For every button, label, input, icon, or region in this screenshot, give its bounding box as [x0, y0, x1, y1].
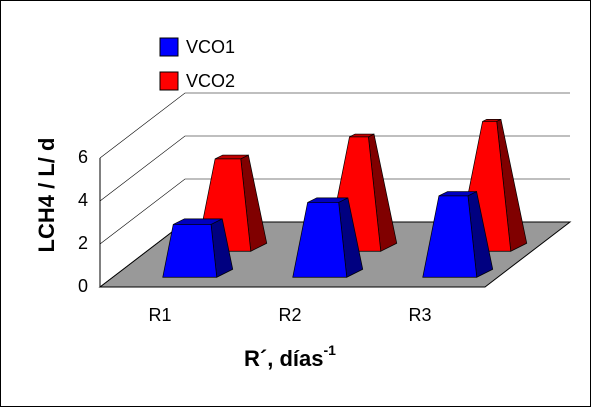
- pyramid: [292, 197, 364, 278]
- x-axis-title-sup: -1: [324, 342, 337, 358]
- y-tick-label: 6: [78, 147, 88, 167]
- grid-line: [99, 92, 570, 159]
- grid-line: [99, 135, 570, 202]
- x-tick-label: R2: [278, 305, 301, 325]
- y-tick-label: 0: [78, 276, 88, 296]
- y-tick-label: 2: [78, 233, 88, 253]
- pyramid-front: [422, 195, 478, 278]
- y-axis-title: LCH4 / L/ d: [34, 138, 59, 253]
- pyramid-front: [292, 202, 348, 278]
- legend-label: VCO2: [186, 71, 235, 91]
- legend-label: VCO1: [186, 37, 235, 57]
- y-tick-label: 4: [78, 190, 88, 210]
- x-tick-label: R3: [408, 305, 431, 325]
- x-axis-title-main: R´, días: [244, 346, 323, 371]
- pyramid-front: [162, 224, 218, 278]
- legend-swatch: [159, 37, 179, 57]
- pyramid: [162, 218, 234, 278]
- x-tick-label: R1: [148, 305, 171, 325]
- x-axis-title: R´, días-1: [244, 342, 336, 371]
- legend-swatch: [159, 71, 179, 91]
- grid-line: [99, 178, 570, 245]
- pyramid: [422, 191, 494, 278]
